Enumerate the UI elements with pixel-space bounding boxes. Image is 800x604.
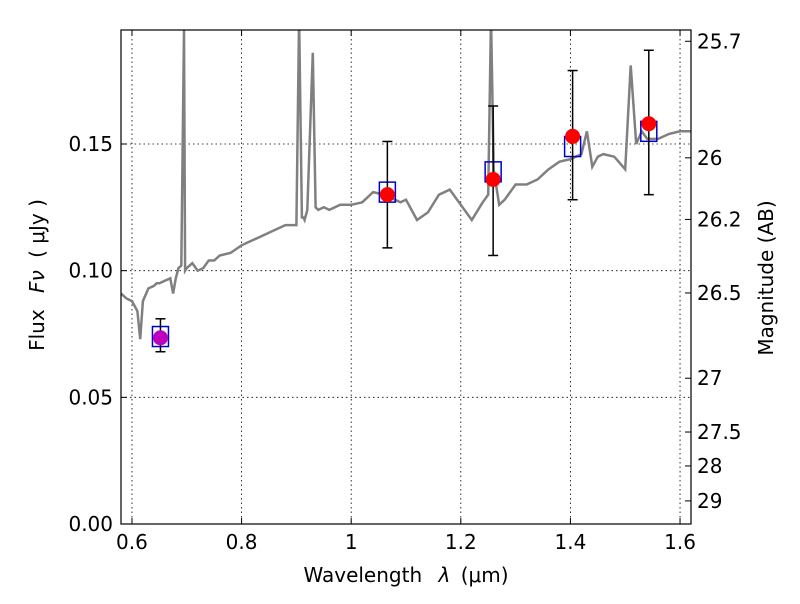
y2-axis-ticks: 25.7 26 26.2 26.5 27 27.5 28 29	[685, 29, 742, 513]
x-tick-label: 1	[345, 530, 358, 554]
data-point	[641, 116, 657, 132]
x-tick-label: 1.2	[445, 530, 477, 554]
gridlines	[121, 30, 691, 524]
data-point	[379, 187, 395, 203]
data-point	[485, 171, 501, 187]
y-axis-title-unit: ( μJy )	[25, 199, 49, 258]
data-points-layer	[152, 116, 657, 346]
y2-tick-label: 27	[697, 366, 722, 390]
spectrum-line	[121, 30, 691, 340]
y2-axis-title: Magnitude (AB)	[754, 200, 778, 355]
y2-tick-label: 25.7	[697, 29, 742, 53]
model-boxes-layer	[151, 120, 658, 348]
y-tick-label: 0.00	[68, 512, 113, 536]
y-tick-label: 0.05	[68, 385, 113, 409]
y-tick-label: 0.15	[68, 132, 113, 156]
data-point	[565, 128, 581, 144]
x-axis-title: Wavelength λ (μm)	[303, 563, 508, 587]
y-tick-label: 0.10	[68, 259, 113, 283]
x-axis-title-symbol: λ	[438, 563, 451, 587]
data-point	[152, 330, 168, 346]
x-axis-ticks: 0.6 0.8 1 1.2 1.4 1.6	[116, 30, 696, 554]
x-tick-label: 0.8	[226, 530, 258, 554]
y-axis-title: Flux Fν ( μJy )	[25, 199, 49, 351]
y2-tick-label: 28	[697, 454, 722, 478]
x-axis-title-main: Wavelength	[303, 563, 422, 587]
plot-frame	[120, 29, 692, 525]
y-axis-title-main: Flux	[25, 309, 49, 351]
y-axis-ticks: 0.00 0.05 0.10 0.15	[68, 132, 127, 536]
x-tick-label: 1.4	[555, 530, 587, 554]
x-axis-title-unit: (μm)	[461, 563, 509, 587]
y2-tick-label: 26.5	[697, 281, 742, 305]
y2-tick-label: 29	[697, 489, 722, 513]
x-tick-label: 1.6	[664, 530, 696, 554]
y2-tick-label: 26.2	[697, 207, 742, 231]
spectrum-layer	[121, 30, 691, 340]
y2-tick-label: 27.5	[697, 420, 742, 444]
x-tick-label: 0.6	[116, 530, 148, 554]
y2-tick-label: 26	[697, 146, 722, 170]
y-axis-title-symbol: Fν	[25, 270, 49, 293]
